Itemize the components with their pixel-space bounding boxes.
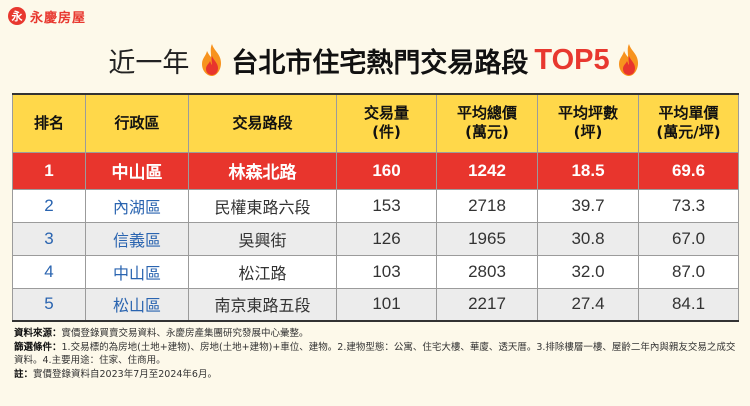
note-period: 註：實價登錄資料自2023年7月至2024年6月。 [14,368,217,380]
cell-avg-total: 1242 [436,151,538,190]
ranking-table: 排名 行政區 交易路段 交易量 (件) 平均總價 (萬元) 平均坪數 (坪) 平均單價… [12,93,739,322]
cell-rank: 4 [12,254,86,289]
table-row: 1 中山區 林森北路 160 1242 18.5 69.6 [12,151,739,190]
cell-rank: 2 [12,188,86,223]
cell-rank: 3 [12,221,86,256]
table-row: 4 中山區 松江路 103 2803 32.0 87.0 [12,254,739,289]
note-filter: 篩選條件：1.交易標的為房地(土地+建物)、房地(土地+建物)+車位、建物。2.… [14,341,736,367]
fire-icon [202,44,222,76]
cell-avg-size: 18.5 [537,151,639,190]
cell-district: 內湖區 [85,188,189,223]
table-header-row: 排名 行政區 交易路段 交易量 (件) 平均總價 (萬元) 平均坪數 (坪) 平均單價… [12,93,739,153]
cell-avg-total: 2217 [436,287,538,322]
cell-volume: 160 [336,151,437,190]
cell-avg-size: 27.4 [537,287,639,322]
cell-avg-size: 39.7 [537,188,639,223]
cell-road: 吳興街 [188,221,337,256]
cell-road: 松江路 [188,254,337,289]
cell-volume: 153 [336,188,437,223]
cell-volume: 103 [336,254,437,289]
cell-avg-unit: 69.6 [638,151,739,190]
cell-rank: 5 [12,287,86,322]
cell-avg-size: 32.0 [537,254,639,289]
cell-volume: 101 [336,287,437,322]
footnotes: 資料來源：實價登錄買賣交易資料、永慶房產集團研究發展中心彙整。 篩選條件：1.交… [14,327,740,381]
cell-road: 林森北路 [188,151,337,190]
table-row: 2 內湖區 民權東路六段 153 2718 39.7 73.3 [12,188,739,223]
page-title: 近一年 台北市住宅熱門交易路段 TOP5 [0,36,750,84]
cell-rank: 1 [12,151,86,190]
brand-name: 永慶房屋 [30,10,87,26]
brand-logo-icon: 永 [8,7,26,25]
header-rank: 排名 [12,93,86,153]
cell-district: 信義區 [85,221,189,256]
fire-icon [618,44,638,76]
cell-avg-total: 1965 [436,221,538,256]
table-row: 3 信義區 吳興街 126 1965 30.8 67.0 [12,221,739,256]
cell-district: 中山區 [85,151,189,190]
cell-road: 民權東路六段 [188,188,337,223]
brand-logo: 永 永慶房屋 [8,6,86,26]
header-avg-size: 平均坪數 (坪) [537,93,639,153]
cell-road: 南京東路五段 [188,287,337,322]
title-main: 台北市住宅熱門交易路段 [231,47,529,79]
header-district: 行政區 [85,93,189,153]
header-volume: 交易量 (件) [336,93,437,153]
cell-avg-unit: 73.3 [638,188,739,223]
header-avg-total: 平均總價 (萬元) [436,93,538,153]
cell-avg-unit: 67.0 [638,221,739,256]
title-highlight: TOP5 [534,43,610,76]
cell-district: 松山區 [85,287,189,322]
cell-avg-unit: 84.1 [638,287,739,322]
cell-avg-unit: 87.0 [638,254,739,289]
cell-district: 中山區 [85,254,189,289]
cell-avg-total: 2803 [436,254,538,289]
cell-avg-total: 2718 [436,188,538,223]
header-avg-unit: 平均單價 (萬元/坪) [638,93,739,153]
note-source: 資料來源：實價登錄買賣交易資料、永慶房產集團研究發展中心彙整。 [14,328,309,339]
header-road: 交易路段 [188,93,337,153]
table-row: 5 松山區 南京東路五段 101 2217 27.4 84.1 [12,287,739,322]
title-prefix: 近一年 [108,47,190,79]
cell-avg-size: 30.8 [537,221,639,256]
cell-volume: 126 [336,221,437,256]
